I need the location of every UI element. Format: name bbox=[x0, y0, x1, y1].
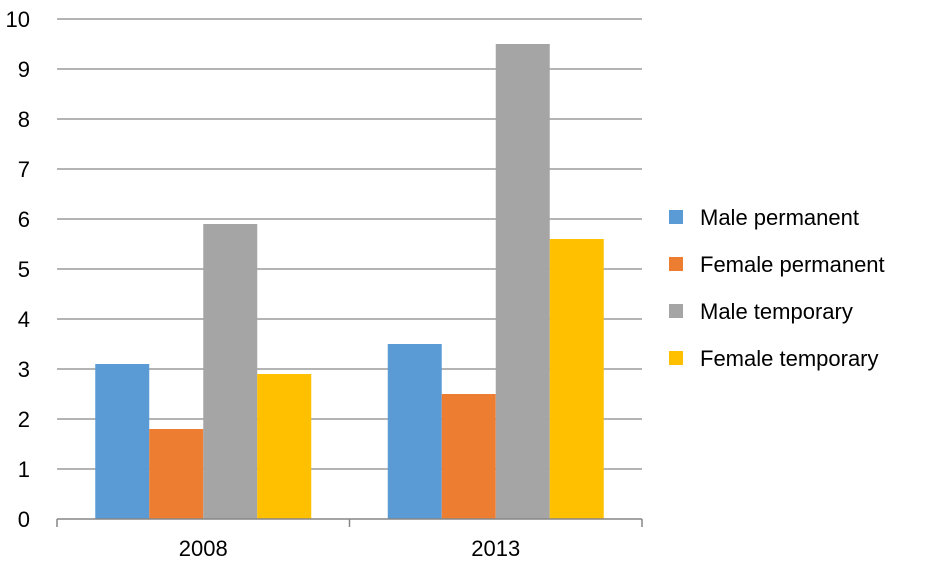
legend-swatch bbox=[669, 304, 683, 318]
legend-swatch bbox=[669, 257, 683, 271]
y-tick-label: 2 bbox=[18, 407, 30, 432]
legend-label: Female permanent bbox=[700, 252, 885, 277]
y-axis-tick-labels: 0 1 2 3 4 5 6 7 8 9 10 bbox=[6, 7, 30, 532]
y-tick-label: 0 bbox=[18, 507, 30, 532]
y-tick-label: 4 bbox=[18, 307, 30, 332]
bar-male-permanent-2008 bbox=[95, 364, 150, 519]
y-tick-label: 3 bbox=[18, 357, 30, 382]
y-tick-label: 5 bbox=[18, 257, 30, 282]
x-category-label: 2013 bbox=[471, 536, 520, 561]
y-tick-label: 7 bbox=[18, 157, 30, 182]
axes bbox=[56, 518, 643, 527]
bar-female-temporary-2008 bbox=[257, 374, 312, 519]
bar-female-permanent-2013 bbox=[441, 394, 496, 519]
x-axis-category-labels: 2008 2013 bbox=[179, 536, 520, 561]
bars bbox=[95, 44, 604, 519]
legend-label: Male permanent bbox=[700, 205, 859, 230]
gridlines bbox=[57, 18, 642, 470]
legend-swatch bbox=[669, 210, 683, 224]
y-tick-label: 8 bbox=[18, 107, 30, 132]
y-tick-label: 9 bbox=[18, 57, 30, 82]
bar-female-permanent-2008 bbox=[149, 429, 204, 519]
y-tick-label: 6 bbox=[18, 207, 30, 232]
y-tick-label: 1 bbox=[18, 457, 30, 482]
legend-label: Male temporary bbox=[700, 299, 853, 324]
y-tick-label: 10 bbox=[6, 7, 30, 32]
legend-label: Female temporary bbox=[700, 346, 879, 371]
x-category-label: 2008 bbox=[179, 536, 228, 561]
legend-swatch bbox=[669, 351, 683, 365]
bar-male-temporary-2008 bbox=[203, 224, 258, 519]
legend: Male permanent Female permanent Male tempo… bbox=[669, 205, 885, 371]
bar-female-temporary-2013 bbox=[549, 239, 604, 519]
bar-male-permanent-2013 bbox=[387, 344, 442, 519]
bar-male-temporary-2013 bbox=[495, 44, 550, 519]
